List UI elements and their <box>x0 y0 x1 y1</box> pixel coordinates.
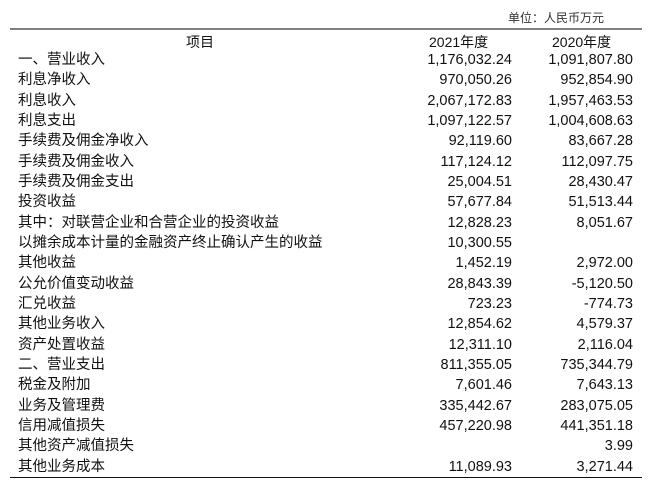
value-2021: 7,601.46 <box>455 377 512 394</box>
row-label: 手续费及佣金净收入 <box>18 133 149 150</box>
value-2020: 3,271.44 <box>576 458 633 475</box>
table-row: 其他业务成本 11,089.93 3,271.44 <box>10 457 642 477</box>
table-header: 项目 2021年度 2020年度 <box>10 30 642 50</box>
row-label: 业务及管理费 <box>18 397 105 414</box>
table-row: 利息净收入 970,050.26 952,854.90 <box>10 70 642 90</box>
value-2020: 2,116.04 <box>577 336 633 353</box>
value-2020: 283,075.05 <box>560 397 633 414</box>
value-2020: 2,972.00 <box>576 255 633 272</box>
table-row: 汇兑收益 723.23 -774.73 <box>10 294 642 314</box>
value-2021: 457,220.98 <box>439 417 512 434</box>
value-2021: 57,677.84 <box>447 194 512 211</box>
table-row: 公允价值变动收益 28,843.39 -5,120.50 <box>10 274 642 294</box>
income-table: 一、营业收入 1,176,032.24 1,091,807.80 利息净收入 970,0… <box>10 50 642 477</box>
value-2021: 12,828.23 <box>447 214 512 231</box>
value-2021: 11,089.93 <box>448 458 512 475</box>
row-label: 手续费及佣金支出 <box>18 173 134 190</box>
value-2020: 4,579.37 <box>576 316 633 333</box>
value-2021: 25,004.51 <box>447 173 512 190</box>
table-row: 手续费及佣金净收入 92,119.60 83,667.28 <box>10 131 642 151</box>
value-2020: 735,344.79 <box>560 356 633 373</box>
row-label: 其他业务成本 <box>18 458 105 475</box>
row-label: 汇兑收益 <box>18 295 76 312</box>
row-label: 其他业务收入 <box>18 316 105 333</box>
row-label: 信用减值损失 <box>18 417 105 434</box>
row-label: 其他收益 <box>18 255 76 272</box>
value-2020: 1,957,463.53 <box>548 92 633 109</box>
table-row: 其他收益 1,452.19 2,972.00 <box>10 253 642 273</box>
header-2021: 2021年度 <box>429 34 489 50</box>
value-2020: 3.99 <box>604 438 633 455</box>
row-label: 税金及附加 <box>18 377 91 394</box>
table-row: 资产处置收益 12,311.10 2,116.04 <box>10 335 642 355</box>
header-item: 项目 <box>186 34 214 50</box>
value-2021: 723.23 <box>467 295 512 312</box>
table-row: 其他业务收入 12,854.62 4,579.37 <box>10 314 642 334</box>
bottom-rule <box>10 477 642 478</box>
table-row: 二、营业支出 811,355.05 735,344.79 <box>10 355 642 375</box>
table-row: 手续费及佣金支出 25,004.51 28,430.47 <box>10 172 642 192</box>
value-2021: 12,311.10 <box>448 336 512 353</box>
value-2020: 51,513.44 <box>568 194 633 211</box>
value-2021: 10,300.55 <box>447 234 512 251</box>
value-2020: 112,097.75 <box>561 153 634 170</box>
value-2020: 7,643.13 <box>576 377 633 394</box>
top-rule <box>10 28 642 30</box>
row-label: 利息支出 <box>18 112 76 129</box>
table-row: 利息收入 2,067,172.83 1,957,463.53 <box>10 91 642 111</box>
row-label: 资产处置收益 <box>18 336 105 353</box>
value-2021: 1,176,032.24 <box>427 52 512 68</box>
value-2021: 970,050.26 <box>439 72 512 89</box>
value-2020: 441,351.18 <box>560 417 633 434</box>
value-2020: -774.73 <box>583 295 633 312</box>
value-2021: 1,097,122.57 <box>427 112 512 129</box>
value-2021: 335,442.67 <box>439 397 512 414</box>
unit-label: 单位：人民币万元 <box>508 11 605 25</box>
row-label: 以摊余成本计量的金融资产终止确认产生的收益 <box>18 234 323 251</box>
table-row: 投资收益 57,677.84 51,513.44 <box>10 192 642 212</box>
value-2021: 2,067,172.83 <box>427 92 512 109</box>
row-label: 一、营业收入 <box>18 52 105 68</box>
value-2021: 28,843.39 <box>447 275 512 292</box>
value-2020: 1,091,807.80 <box>548 52 633 68</box>
table-row: 一、营业收入 1,176,032.24 1,091,807.80 <box>10 50 642 70</box>
row-label: 利息收入 <box>18 92 76 109</box>
row-label: 手续费及佣金收入 <box>18 153 134 170</box>
table-row: 信用减值损失 457,220.98 441,351.18 <box>10 416 642 436</box>
row-label: 二、营业支出 <box>18 356 105 373</box>
value-2021: 811,355.05 <box>440 356 513 373</box>
value-2021: 92,119.60 <box>448 133 512 150</box>
value-2020: 8,051.67 <box>576 214 633 231</box>
value-2020: 1,004,608.63 <box>548 112 633 129</box>
value-2021: 12,854.62 <box>447 316 512 333</box>
value-2020: 952,854.90 <box>560 72 633 89</box>
row-label: 其中：对联营企业和合营企业的投资收益 <box>18 214 279 231</box>
header-2020: 2020年度 <box>552 34 612 50</box>
table-row: 业务及管理费 335,442.67 283,075.05 <box>10 396 642 416</box>
value-2020: -5,120.50 <box>571 275 633 292</box>
row-label: 其他资产减值损失 <box>18 438 134 455</box>
table-row: 税金及附加 7,601.46 7,643.13 <box>10 375 642 395</box>
row-label: 公允价值变动收益 <box>18 275 134 292</box>
row-label: 投资收益 <box>18 194 76 211</box>
value-2020: 83,667.28 <box>568 133 633 150</box>
table-row: 其中：对联营企业和合营企业的投资收益 12,828.23 8,051.67 <box>10 213 642 233</box>
table-row: 利息支出 1,097,122.57 1,004,608.63 <box>10 111 642 131</box>
value-2020: 28,430.47 <box>568 173 633 190</box>
value-2021: 117,124.12 <box>440 153 513 170</box>
row-label: 利息净收入 <box>18 72 91 89</box>
value-2021: 1,452.19 <box>455 255 512 272</box>
table-row: 手续费及佣金收入 117,124.12 112,097.75 <box>10 152 642 172</box>
table-row: 其他资产减值损失 3.99 <box>10 436 642 456</box>
table-row: 以摊余成本计量的金融资产终止确认产生的收益 10,300.55 <box>10 233 642 253</box>
